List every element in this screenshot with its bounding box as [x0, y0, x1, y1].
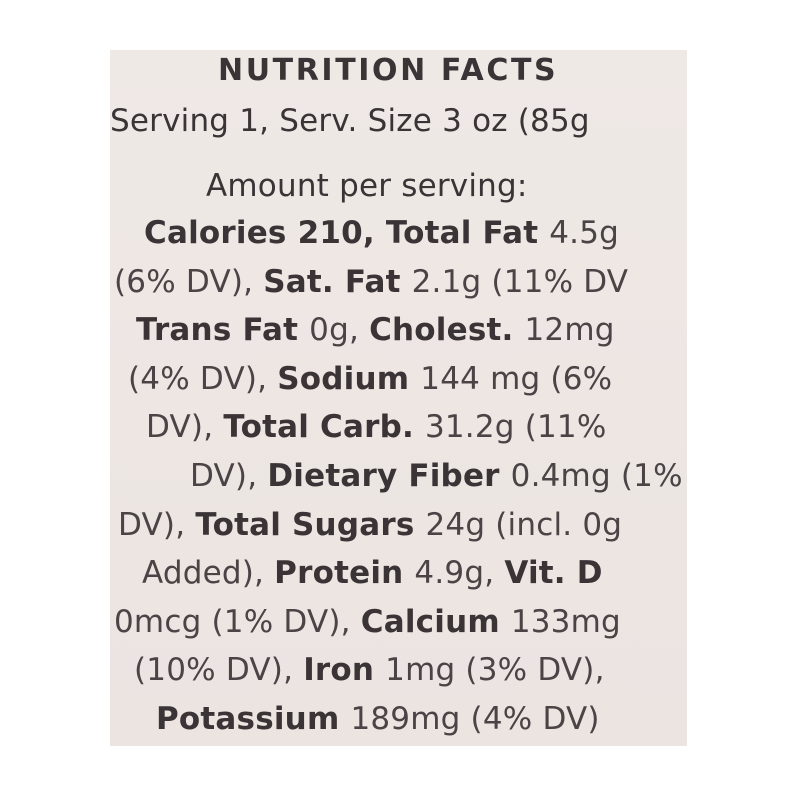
nutrient-name: Total Carb. — [223, 409, 425, 445]
nutrient-value: (6% DV), — [114, 264, 264, 300]
nutrient-line: (4% DV), Sodium 144 mg (6% — [128, 360, 612, 398]
nutrient-value: 0.4mg (1% — [510, 458, 683, 494]
serving-size-line: Serving 1, Serv. Size 3 oz (85g — [110, 103, 590, 139]
nutrient-value: 24g (incl. 0g — [425, 507, 623, 543]
nutrient-name: Potassium — [156, 701, 351, 737]
nutrient-value: DV), — [118, 507, 196, 543]
nutrient-value: (4% DV), — [128, 361, 278, 397]
nutrient-value: 133mg — [510, 604, 621, 640]
nutrient-name: Iron — [303, 652, 386, 688]
nutrient-value: 0g, — [309, 312, 370, 348]
nutrient-name: Trans Fat — [136, 312, 310, 348]
nutrient-value: 4.5g — [549, 215, 620, 251]
nutrient-line: Added), Protein 4.9g, Vit. D — [142, 554, 603, 592]
nutrient-value: 1mg (3% DV), — [385, 652, 605, 688]
nutrient-name: Total Sugars — [195, 507, 426, 543]
nutrient-name: Protein — [274, 555, 415, 591]
nutrient-line: Calories 210, Total Fat 4.5g — [144, 214, 619, 252]
nutrient-name: Calories 210, Total Fat — [144, 215, 550, 251]
nutrient-name: Sodium — [277, 361, 421, 397]
nutrient-value: 189mg (4% DV) — [350, 701, 600, 737]
nutrient-line: Potassium 189mg (4% DV) — [156, 700, 600, 738]
nutrient-line: DV), Total Sugars 24g (incl. 0g — [118, 506, 622, 544]
nutrient-name: Cholest. — [369, 312, 525, 348]
nutrient-value: (10% DV), — [134, 652, 304, 688]
nutrient-value: DV), — [146, 409, 224, 445]
nutrient-name: Vit. D — [504, 555, 603, 591]
nutrient-line: (10% DV), Iron 1mg (3% DV), — [134, 651, 605, 689]
nutrient-line: (6% DV), Sat. Fat 2.1g (11% DV — [114, 263, 628, 301]
nutrient-value: 144 mg (6% — [420, 361, 613, 397]
nutrient-value: Added), — [142, 555, 275, 591]
nutrient-value: 12mg — [524, 312, 615, 348]
nutrient-value: 2.1g (11% DV — [411, 264, 629, 300]
nutrient-name: Calcium — [360, 604, 511, 640]
nutrient-line: DV), Dietary Fiber 0.4mg (1% — [190, 457, 683, 495]
nutrient-value: DV), — [190, 458, 268, 494]
nutrition-label-panel: NUTRITION FACTS Serving 1, Serv. Size 3 … — [110, 50, 687, 746]
nutrient-name: Sat. Fat — [263, 264, 412, 300]
nutrient-line: DV), Total Carb. 31.2g (11% — [146, 408, 607, 446]
nutrient-line: 0mcg (1% DV), Calcium 133mg — [114, 603, 621, 641]
nutrient-line: Trans Fat 0g, Cholest. 12mg — [136, 311, 615, 349]
nutrient-value: 4.9g, — [414, 555, 505, 591]
nutrient-value: 0mcg (1% DV), — [114, 604, 361, 640]
nutrition-heading: NUTRITION FACTS — [218, 53, 559, 88]
amount-per-serving-line: Amount per serving: — [206, 168, 528, 204]
nutrition-text-block: NUTRITION FACTS Serving 1, Serv. Size 3 … — [110, 50, 687, 746]
nutrient-value: 31.2g (11% — [424, 409, 607, 445]
nutrient-name: Dietary Fiber — [267, 458, 511, 494]
